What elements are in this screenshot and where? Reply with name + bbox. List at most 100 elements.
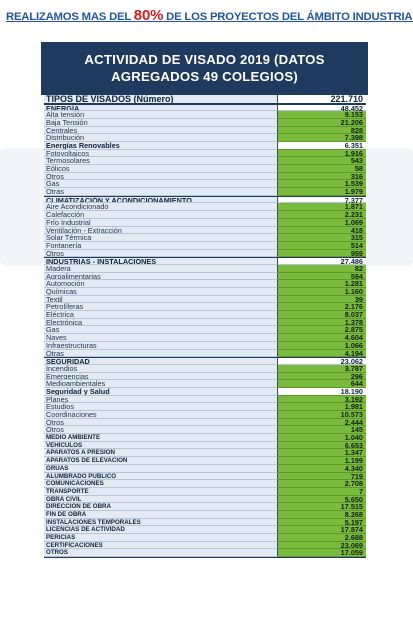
row-label: Gas: [44, 326, 278, 335]
row-value: 17.515: [278, 503, 366, 511]
table-row: Automoción 1.281: [44, 280, 366, 288]
table-row: INSTALACIONES TEMPORALES 5.197: [44, 518, 366, 527]
table-row: Gas 2.875: [44, 326, 366, 335]
row-label: Estudios: [44, 403, 278, 411]
row-value: 1.040: [278, 434, 366, 442]
table-row: Baja Tensión 21.206: [44, 119, 366, 127]
row-label: Gas: [44, 180, 278, 189]
row-value: 1.281: [278, 280, 366, 288]
table-row: GRÚAS 4.340: [44, 465, 366, 473]
table-row: LICENCIAS DE ACTIVIDAD 17.874: [44, 526, 366, 534]
table-row: FIN DE OBRA 8.268: [44, 511, 366, 519]
table-row: Coordinaciones 10.573: [44, 411, 366, 419]
row-value: 5.650: [278, 495, 366, 504]
row-label: INSTALACIONES TEMPORALES: [44, 518, 278, 527]
row-value: 48.452: [278, 103, 366, 112]
row-label: Químicas: [44, 288, 278, 296]
table-row: ALUMBRADO PÚBLICO 719: [44, 472, 366, 481]
row-label: Electrónica: [44, 318, 278, 327]
row-label: Emergencias: [44, 372, 278, 381]
row-value: 6.351: [278, 142, 366, 150]
row-label: TIPOS DE VISADOS (Número): [44, 94, 278, 104]
row-label: Otros: [44, 418, 278, 427]
row-value: 1.378: [278, 319, 366, 327]
table-bottom-border: [44, 557, 366, 559]
row-value: 2.708: [278, 480, 366, 488]
row-value: 2.231: [278, 211, 366, 219]
row-value: 21.206: [278, 119, 366, 127]
row-value: 418: [278, 226, 366, 235]
table-row: PERICIAS 2.688: [44, 534, 366, 542]
row-label: DIRECCIÓN DE OBRA: [44, 503, 278, 511]
table-row: Alta tensión 9.153: [44, 111, 366, 119]
row-label: Ventilación - Extracción: [44, 226, 278, 235]
row-label: APARATOS DE ELEVACIÓN: [44, 457, 278, 465]
table-row: MEDIO AMBIENTE 1.040: [44, 434, 366, 442]
table-row: Ventilación - Extracción 418: [44, 226, 366, 235]
row-value: 316: [278, 172, 366, 181]
table-row: Petrolíferas 2.176: [44, 303, 366, 312]
row-value: 2.444: [278, 418, 366, 427]
row-value: 8.037: [278, 311, 366, 319]
table-row: Otras 4.194: [44, 349, 366, 358]
table-row: Fontanería 514: [44, 242, 366, 250]
row-value: 27.486: [278, 257, 366, 265]
row-value: 5.197: [278, 518, 366, 527]
table-row: Madera 82: [44, 265, 366, 273]
row-value: 1.066: [278, 342, 366, 350]
page-headline: REALIZAMOS MAS DEL 80% DE LOS PROYECTOS …: [6, 7, 413, 24]
table-row: Calefacción 2.231: [44, 211, 366, 219]
row-value: 4.340: [278, 465, 366, 473]
table-row: APARATOS A PRESIÓN 1.347: [44, 449, 366, 458]
table-row: Frío Industrial 1.069: [44, 219, 366, 227]
table-row: CLIMATIZACIÓN Y ACONDICIONAMIENTO 7.377: [44, 195, 366, 204]
row-label: Calefacción: [44, 211, 278, 219]
table-row: Solar Térmica 315: [44, 234, 366, 242]
row-label: Otras: [44, 188, 278, 196]
table-row: TIPOS DE VISADOS (Número) 221.710: [44, 94, 366, 104]
row-label: SEGURIDAD: [44, 357, 278, 365]
table-row: Emergencias 296: [44, 372, 366, 381]
row-value: 8.268: [278, 511, 366, 519]
row-label: ENERGÍA: [44, 103, 278, 112]
row-label: CERTIFICACIONES: [44, 541, 278, 550]
table-row: Electrónica 1.378: [44, 319, 366, 327]
table-row: Naves 4.604: [44, 334, 366, 342]
row-label: Eólicos: [44, 165, 278, 173]
row-label: Fotovoltaicos: [44, 149, 278, 158]
headline-text-end: DE LOS PROYECTOS DEL ÁMBITO INDUSTRIAL: [163, 11, 413, 23]
table-row: Fotovoltaicos 1.916: [44, 149, 366, 158]
row-value: 315: [278, 234, 366, 242]
row-value: 543: [278, 157, 366, 165]
table-row: Textil 39: [44, 295, 366, 304]
row-label: GRÚAS: [44, 464, 278, 473]
row-label: TRANSPORTE: [44, 487, 278, 496]
table-row: Termosolares 543: [44, 157, 366, 165]
visado-table: TIPOS DE VISADOS (Número) 221.710 ENERGÍA 4…: [44, 94, 366, 559]
row-value: 594: [278, 272, 366, 281]
row-label: CLIMATIZACIÓN Y ACONDICIONAMIENTO: [44, 195, 278, 204]
row-value: 145: [278, 426, 366, 435]
row-label: LICENCIAS DE ACTIVIDAD: [44, 526, 278, 534]
row-label: Otros: [44, 426, 278, 435]
table-row: Gas 1.539: [44, 180, 366, 189]
table-row: INDUSTRIAS - INSTALACIONES 27.486: [44, 257, 366, 265]
table-row: DIRECCIÓN DE OBRA 17.515: [44, 503, 366, 511]
row-label: Textil: [44, 295, 278, 304]
table-row: Aire Acondicionado 1.871: [44, 203, 366, 212]
table-row: CERTIFICACIONES 23.069: [44, 541, 366, 550]
row-label: Otros: [44, 249, 278, 258]
row-label: OBRA CIVIL: [44, 495, 278, 504]
row-value: 7: [278, 488, 366, 496]
headline-text-start: REALIZAMOS MAS DEL: [6, 11, 134, 23]
row-label: OTROS: [44, 549, 278, 558]
row-value: 2.688: [278, 534, 366, 542]
row-label: Madera: [44, 264, 278, 273]
table-row: Otros 959: [44, 249, 366, 258]
row-value: 4.604: [278, 334, 366, 342]
row-value: 1.199: [278, 457, 366, 465]
row-value: 9.153: [278, 111, 366, 119]
table-row: Químicas 1.160: [44, 288, 366, 296]
row-label: VEHÍCULOS: [44, 441, 278, 450]
table-row: Agroalimentarias 594: [44, 272, 366, 281]
